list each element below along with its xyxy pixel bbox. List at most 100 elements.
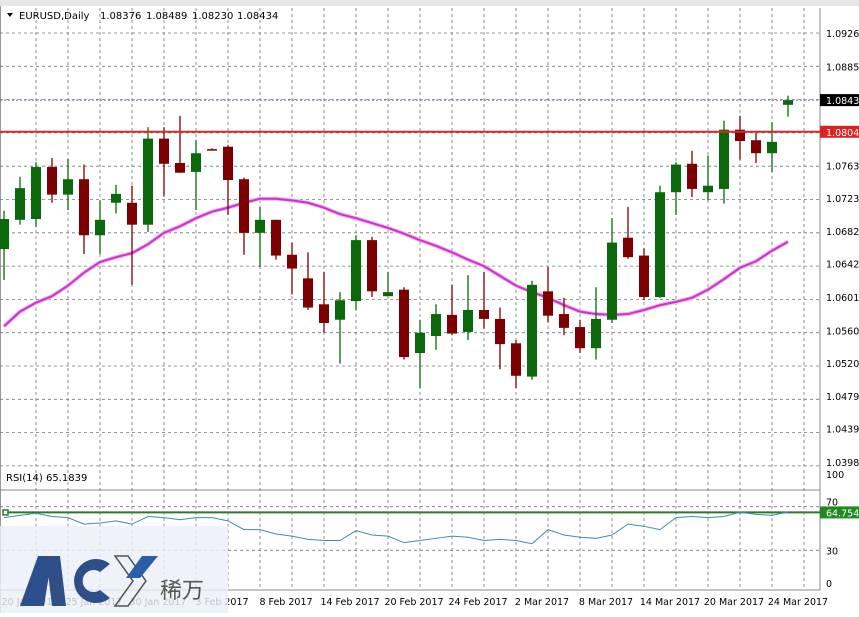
candle (495, 307, 505, 370)
candle (703, 155, 713, 201)
moving-average (2, 196, 789, 328)
candle (15, 176, 25, 225)
candles (0, 95, 793, 388)
candle-body (575, 327, 585, 349)
price-tick-label: 1.08850 (826, 62, 859, 73)
horizontal-line-label: 1.08044 (826, 128, 859, 139)
candle-body (639, 255, 649, 297)
candle-body (63, 179, 73, 195)
candle-body (271, 219, 281, 256)
candle-body (671, 164, 681, 193)
candle-body (335, 300, 345, 320)
candle-body (159, 138, 169, 164)
candle-body (367, 240, 377, 292)
candle-body (591, 318, 601, 349)
header-close: 1.08434 (237, 11, 278, 22)
date-label: 2 Mar 2017 (515, 597, 569, 608)
header-high: 1.08489 (146, 11, 187, 22)
rsi-tick-label: 0 (826, 579, 832, 590)
candle (319, 271, 329, 333)
candle-body (767, 141, 777, 154)
candle (95, 200, 105, 254)
top-strip (0, 0, 859, 6)
price-tick-label: 1.05200 (826, 359, 859, 370)
candle-body (463, 309, 473, 332)
candle-body (31, 167, 41, 220)
price-tick-label: 1.06420 (826, 260, 859, 271)
price-tick-label: 1.09260 (826, 29, 859, 40)
candle-body (95, 219, 105, 236)
candle (175, 115, 185, 173)
price-tick-label: 1.06010 (826, 293, 859, 304)
candle-body (207, 149, 217, 151)
candle-body (143, 138, 153, 225)
candle (0, 210, 9, 280)
candle (335, 292, 345, 364)
rsi-level-badge (820, 506, 859, 519)
candle-body (47, 167, 57, 195)
candle-body (703, 185, 713, 193)
candle-body (351, 240, 361, 302)
collapse-triangle-icon[interactable] (7, 13, 13, 17)
date-label: 3 Feb 2017 (195, 597, 248, 608)
candle-body (623, 237, 633, 258)
candle-body (223, 146, 233, 181)
candle (735, 115, 745, 160)
candle (591, 287, 601, 360)
date-label: 20 Mar 2017 (704, 597, 764, 608)
date-label: 24 Mar 2017 (768, 597, 828, 608)
date-label: 20 Feb 2017 (384, 597, 443, 608)
price-tick-label: 1.03980 (826, 458, 859, 469)
rsi-line (3, 511, 789, 545)
candle (639, 248, 649, 301)
price-tick-label: 1.07230 (826, 194, 859, 205)
rsi-level-label: 64.7541 (826, 508, 859, 519)
rsi-tick-label: 30 (826, 546, 838, 557)
candle (383, 271, 393, 297)
candle (559, 297, 569, 336)
candle (767, 122, 777, 172)
candle (79, 164, 89, 254)
candle-body (607, 242, 617, 320)
candle-body (15, 188, 25, 220)
candle (143, 127, 153, 233)
candle-body (447, 314, 457, 334)
candle-body (783, 100, 793, 105)
header-low: 1.08230 (192, 11, 233, 22)
candle (623, 206, 633, 259)
date-label: 30 Jan 2017 (130, 597, 187, 608)
candle (687, 150, 697, 198)
candle (431, 304, 441, 350)
candle (399, 287, 409, 360)
candle-body (495, 318, 505, 345)
price-tick-label: 1.04790 (826, 392, 859, 403)
candle (511, 340, 521, 388)
candle (751, 132, 761, 163)
rsi-panel: 100 30 0 64.754170 (2, 470, 859, 590)
candle (719, 120, 729, 204)
candle (111, 184, 121, 214)
candle-body (687, 163, 697, 189)
candle (271, 219, 281, 260)
current-price-badge (820, 94, 859, 107)
price-tick-label: 1.07630 (826, 161, 859, 172)
rsi-tick-label: 100 (826, 470, 844, 481)
candle-body (655, 192, 665, 297)
candle (527, 280, 537, 380)
chart-header: EURUSD,Daily 1.08376 1.08489 1.08230 1.0… (7, 11, 278, 22)
candle (655, 185, 665, 298)
horizontal-line-badge (820, 125, 859, 138)
candle (31, 162, 41, 228)
candle-body (527, 284, 537, 377)
candle-body (239, 179, 249, 233)
candle (255, 206, 265, 267)
candle-body (543, 291, 553, 316)
candle (207, 148, 217, 151)
candle-body (511, 343, 521, 376)
candle (415, 319, 425, 388)
candle-body (751, 140, 761, 154)
date-label: 25 Jan 2017 (66, 597, 123, 608)
candle (47, 158, 57, 203)
